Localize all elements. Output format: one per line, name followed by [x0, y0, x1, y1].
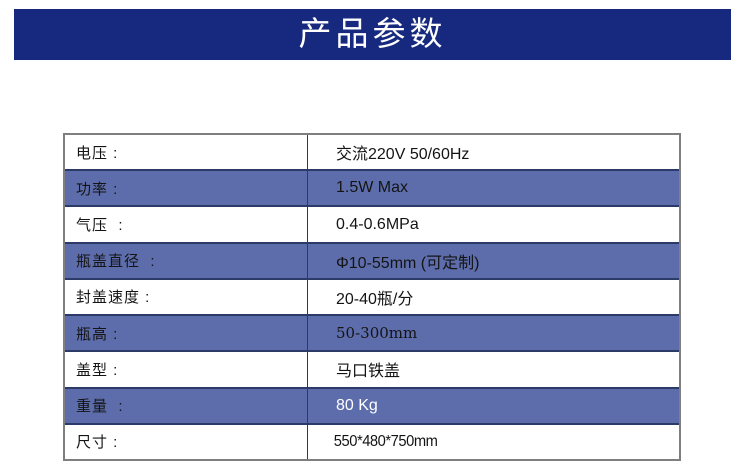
- spec-label: 盖型 :: [65, 352, 308, 387]
- page-title-banner: 产品参数: [14, 9, 731, 60]
- spec-label: 尺寸 :: [65, 424, 308, 459]
- table-row-bottle-height: 瓶高 : 50-300mm: [65, 314, 679, 353]
- spec-value: 50-300mm: [336, 324, 418, 343]
- spec-label: 瓶高 :: [65, 316, 308, 351]
- spec-label: 电压 :: [65, 135, 308, 170]
- spec-label: 气压 :: [65, 207, 308, 242]
- table-row-cap-diameter: 瓶盖直径 : Φ10-55mm (可定制): [65, 241, 679, 280]
- spec-label: 瓶盖直径 :: [65, 243, 308, 278]
- table-row-voltage: 电压 : 交流220V 50/60Hz: [65, 135, 679, 170]
- table-row-cap-type: 盖型 : 马口铁盖: [65, 352, 679, 387]
- spec-value: 交流220V 50/60Hz: [336, 146, 470, 164]
- spec-value: 20-40瓶/分: [336, 290, 414, 308]
- spec-label: 重量 :: [65, 388, 308, 423]
- spec-value: 550*480*750mm: [333, 432, 438, 450]
- table-row-power: 功率 : 1.5W Max: [65, 169, 679, 208]
- spec-value: 80 Kg: [336, 396, 378, 414]
- table-row-weight: 重量 : 80 Kg: [65, 386, 679, 425]
- spec-table: 电压 : 交流220V 50/60Hz 功率 : 1.5W Max 气压 : 0…: [63, 133, 681, 461]
- table-row-capping-speed: 封盖速度 : 20-40瓶/分: [65, 279, 679, 315]
- spec-value: 马口铁盖: [336, 363, 401, 381]
- spec-label: 功率 :: [65, 171, 308, 206]
- spec-value: Φ10-55mm (可定制): [336, 254, 480, 272]
- table-row-air-pressure: 气压 : 0.4-0.6MPa: [65, 207, 679, 242]
- spec-value: 1.5W Max: [336, 179, 409, 197]
- spec-label: 封盖速度 :: [65, 279, 308, 315]
- page-title: 产品参数: [298, 14, 447, 53]
- spec-value: 0.4-0.6MPa: [336, 215, 419, 233]
- table-row-dimensions: 尺寸 : 550*480*750mm: [65, 424, 679, 459]
